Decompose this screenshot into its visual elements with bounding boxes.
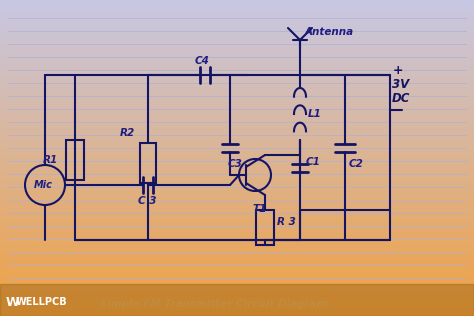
Text: W: W	[6, 295, 20, 308]
Text: Simple FM Transmitter Circuit Diagram: Simple FM Transmitter Circuit Diagram	[100, 299, 327, 309]
Bar	[0, 284, 474, 316]
Text: C3: C3	[228, 159, 243, 169]
Bar	[66, 140, 84, 180]
Text: Mic: Mic	[34, 180, 53, 190]
Text: +: +	[393, 64, 403, 76]
Text: R 3: R 3	[277, 217, 296, 227]
Text: DC: DC	[392, 93, 410, 106]
Text: C 3: C 3	[138, 196, 156, 206]
Bar	[140, 143, 156, 183]
Text: T1: T1	[253, 204, 267, 214]
Text: 3V: 3V	[392, 78, 409, 92]
Text: L1: L1	[308, 109, 322, 119]
Text: WELLPCB: WELLPCB	[16, 297, 68, 307]
Text: C1: C1	[306, 157, 321, 167]
Text: R2: R2	[120, 128, 135, 138]
Text: C2: C2	[349, 159, 364, 169]
Text: Antenna: Antenna	[305, 27, 354, 37]
Text: R1: R1	[43, 155, 58, 165]
Text: C4: C4	[195, 56, 210, 66]
Bar	[256, 210, 274, 245]
